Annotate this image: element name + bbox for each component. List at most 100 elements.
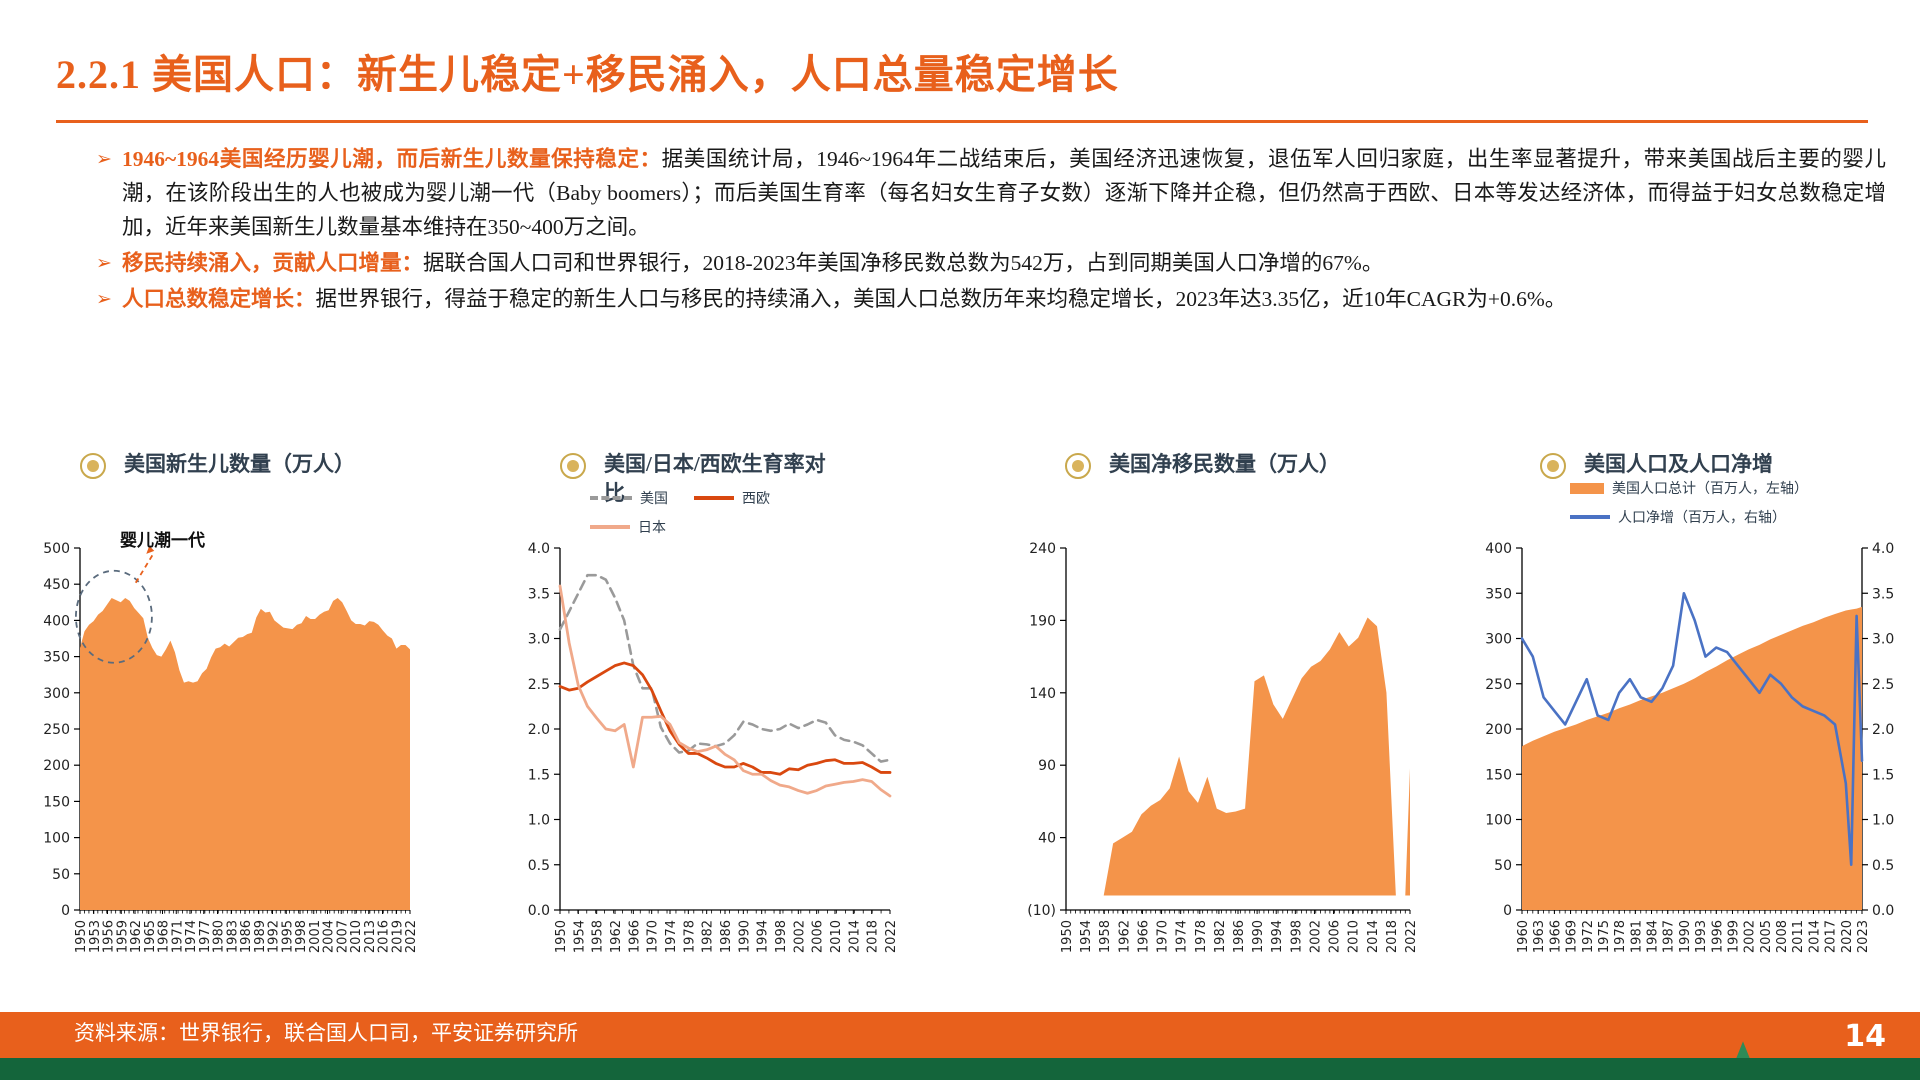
x-tick-label: 2013 [363,920,378,953]
bullet-arrow-icon: ➢ [96,148,112,170]
x-tick-label: 1992 [267,920,282,953]
legend-label-net-growth: 人口净增（百万人，右轴） [1618,511,1786,526]
y-tick-label: 150 [1485,767,1512,783]
x-tick-label: 2017 [1824,920,1839,953]
x-tick-label: 1986 [1232,920,1247,953]
x-tick-label: 1963 [1532,920,1547,953]
y-tick-label: 2.0 [528,722,550,738]
legend-label-jp: 日本 [638,521,666,536]
y-tick-label: (10) [1027,903,1056,919]
chart-3-canvas: (10) 40 90 140 190 240 1950 1954 1958 1962 1966 197… [1000,530,1440,1030]
x-tick-label: 2006 [811,920,826,953]
legend-swatch-jp [590,525,630,529]
x-tick-label: 1953 [88,920,103,953]
y-tick-label: 100 [43,831,70,847]
bullet-text: 人口总数稳定增长：据世界银行，得益于稳定的新生人口与移民的持续涌入，美国人口总数… [122,282,1886,316]
chart-1-canvas: 0 50 100 150 200 250 300 350 400 450 500 1950 1953 19… [20,530,440,1030]
bullet-body: 据世界银行，得益于稳定的新生人口与移民的持续涌入，美国人口总数历年来均稳定增长，… [315,287,1567,311]
series-line [558,573,892,763]
x-tick-label: 1956 [102,920,117,953]
x-tick-label: 1990 [737,920,752,953]
y-tick-label: 200 [1485,722,1512,738]
y-tick-label: 400 [43,613,70,629]
x-tick-label: 1998 [294,920,309,953]
x-tick-label: 1950 [74,920,89,953]
y-tick-label: 400 [1485,541,1512,557]
y-tick-label: 0 [1503,903,1512,919]
legend-swatch-us [590,496,632,500]
x-tick-label: 1974 [664,920,679,953]
series-area [1522,606,1862,910]
chart-panel-1: 美国新生儿数量（万人） [80,450,380,479]
c3-svg: (10) 40 90 140 190 240 1950 1954 1958 1962 1966 197… [1027,541,1419,953]
chart-4-legend: 美国人口总计（百万人，左轴） 人口净增（百万人，右轴） [1570,478,1808,536]
x-tick-label: 1982 [701,920,716,953]
x-tick-label: 1995 [280,920,295,953]
chart-header-3: 美国净移民数量（万人） [1065,450,1365,479]
x-tick-label: 1959 [115,920,130,953]
x-tick-label: 1998 [774,920,789,953]
x-tick-label: 2006 [1328,920,1343,953]
y-tick-label-right: 0.0 [1872,903,1894,919]
x-tick-label: 1980 [212,920,227,953]
series-line [1520,591,1864,867]
series-line [558,661,892,776]
y-tick-label: 300 [43,686,70,702]
x-tick-label: 1978 [682,920,697,953]
x-tick-label: 1990 [1678,920,1693,953]
x-tick-label: 2022 [404,920,419,953]
x-tick-label: 1996 [1710,920,1725,953]
x-tick-label: 2010 [349,920,364,953]
x-tick-label: 1999 [1726,920,1741,953]
y-tick-label: 140 [1029,686,1056,702]
source-note: 资料来源：世界银行，联合国人口司，平安证券研究所 [74,1021,578,1045]
baby-boom-highlight-ellipse [75,569,153,664]
x-tick-label: 1969 [1565,920,1580,953]
x-tick-label: 2022 [1404,920,1419,953]
y-tick-label: 1.0 [528,813,550,829]
x-tick-label: 2007 [335,920,350,953]
x-tick-label: 1989 [253,920,268,953]
x-tick-label: 2018 [866,920,881,953]
bullet-item: ➢ 移民持续涌入，贡献人口增量：据联合国人口司和世界银行，2018-2023年美… [96,246,1886,280]
page-title: 2.2.1 美国人口：新生儿稳定+移民涌入，人口总量稳定增长 [56,52,1119,97]
bullet-list: ➢ 1946~1964美国经历婴儿潮，而后新生儿数量保持稳定：据美国统计局，19… [96,142,1886,318]
y-tick-label: 250 [43,722,70,738]
x-tick-label: 2014 [1807,920,1822,953]
x-tick-label: 1966 [1136,920,1151,953]
y-tick-label: 3.0 [528,632,550,648]
x-tick-label: 1974 [184,920,199,953]
x-tick-label: 1962 [129,920,144,953]
chart-header-4: 美国人口及人口净增 [1540,450,1870,479]
c4-svg: 0 50 100 150 200 250 300 350 400 0.0 0.5 1.0 1.5 2.0 2… [1485,541,1894,953]
x-tick-label: 1971 [170,920,185,953]
y-tick-label: 1.5 [528,767,550,783]
y-tick-label: 90 [1038,758,1056,774]
x-tick-label: 1978 [1613,920,1628,953]
x-tick-label: 1984 [1646,920,1661,953]
x-tick-label: 2010 [829,920,844,953]
bullet-body: 据美国统计局，1946~1964年二战结束后，美国经济迅速恢复，退伍军人回归家庭… [122,147,1887,239]
x-tick-label: 2008 [1775,920,1790,953]
bullet-item: ➢ 1946~1964美国经历婴儿潮，而后新生儿数量保持稳定：据美国统计局，19… [96,142,1886,244]
legend-item-net-growth: 人口净增（百万人，右轴） [1570,507,1808,527]
bullet-lead: 人口总数稳定增长： [122,287,316,311]
legend-swatch-net-growth [1570,515,1610,519]
bullet-body: 据联合国人口司和世界银行，2018-2023年美国净移民数总数为542万，占到同… [423,251,1384,275]
x-tick-label: 2010 [1347,920,1362,953]
x-tick-label: 1986 [719,920,734,953]
bullet-item: ➢ 人口总数稳定增长：据世界银行，得益于稳定的新生人口与移民的持续涌入，美国人口… [96,282,1886,316]
y-tick-label: 300 [1485,632,1512,648]
x-tick-label: 1970 [1156,920,1171,953]
x-tick-label: 1994 [1270,920,1285,953]
x-tick-label: 2022 [884,920,899,953]
x-tick-label: 1958 [1098,920,1113,953]
x-tick-label: 1972 [1581,920,1596,953]
x-tick-label: 1958 [591,920,606,953]
legend-item-total-pop: 美国人口总计（百万人，左轴） [1570,478,1808,498]
chart-title-2: 美国/日本/西欧生育率对比 [604,452,826,505]
x-tick-label: 1983 [225,920,240,953]
x-tick-label: 1982 [1213,920,1228,953]
x-tick-label: 1966 [627,920,642,953]
